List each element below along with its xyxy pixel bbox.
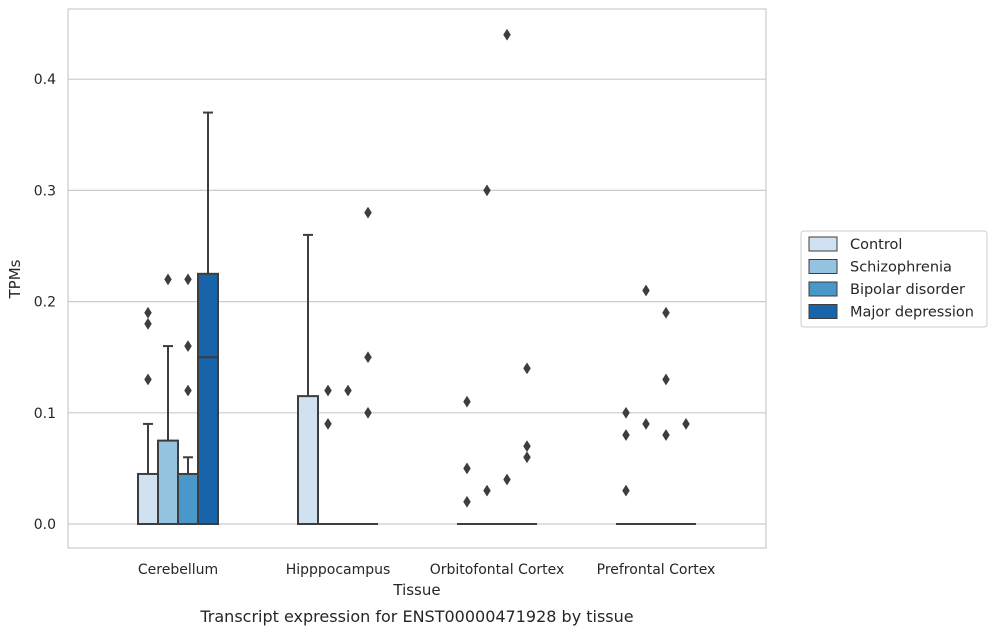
y-axis-title: TPMs bbox=[6, 259, 24, 299]
legend-label: Control bbox=[850, 237, 902, 253]
box-plot-series bbox=[137, 28, 696, 526]
outlier-point bbox=[662, 429, 670, 442]
legend-frame bbox=[800, 230, 988, 328]
y-tick-label: 0.0 bbox=[34, 517, 56, 533]
box bbox=[197, 272, 219, 525]
outlier-point bbox=[164, 273, 172, 286]
outlier-point bbox=[662, 306, 670, 319]
legend-label: Bipolar disorder bbox=[850, 282, 965, 298]
series-major-depression bbox=[197, 111, 696, 525]
outlier-point bbox=[184, 340, 192, 353]
series-schizophrenia bbox=[157, 184, 656, 526]
outlier-point bbox=[523, 451, 531, 464]
outlier-point bbox=[483, 484, 491, 497]
y-tick-label: 0.1 bbox=[34, 406, 56, 422]
outlier-point bbox=[503, 473, 511, 486]
outlier-point bbox=[523, 440, 531, 453]
outlier-point bbox=[682, 417, 690, 430]
outlier-point bbox=[324, 417, 332, 430]
legend-swatch bbox=[808, 236, 838, 252]
outlier-point bbox=[523, 362, 531, 375]
outlier-point bbox=[483, 184, 491, 197]
x-tick-label: Hipppocampus bbox=[286, 562, 391, 578]
outlier-point bbox=[184, 384, 192, 397]
series-bipolar-disorder bbox=[177, 28, 676, 525]
y-tick-label: 0.4 bbox=[34, 72, 56, 88]
x-tick-label: Orbitofontal Cortex bbox=[430, 562, 565, 578]
outlier-point bbox=[463, 462, 471, 475]
outlier-point bbox=[144, 306, 152, 319]
y-tick-label: 0.3 bbox=[34, 183, 56, 199]
outlier-point bbox=[642, 284, 650, 297]
x-axis-title: Tissue bbox=[392, 581, 440, 599]
y-tick-labels: 0.0 0.1 0.2 0.3 0.4 bbox=[34, 72, 56, 533]
plot-frame bbox=[67, 8, 767, 549]
outlier-point bbox=[463, 395, 471, 408]
x-tick-label: Prefrontal Cortex bbox=[597, 562, 716, 578]
outlier-point bbox=[184, 273, 192, 286]
outlier-point bbox=[463, 495, 471, 508]
y-tick-label: 0.2 bbox=[34, 295, 56, 311]
legend-label: Schizophrenia bbox=[850, 260, 952, 276]
legend-swatch bbox=[808, 281, 838, 297]
outlier-point bbox=[324, 384, 332, 397]
outlier-point bbox=[364, 351, 372, 364]
outlier-point bbox=[364, 406, 372, 419]
outlier-point bbox=[622, 406, 630, 419]
box bbox=[177, 472, 199, 525]
legend: Control Schizophrenia Bipolar disorder Majo… bbox=[800, 230, 988, 328]
x-tick-labels: Cerebellum Hipppocampus Orbitofontal Corte… bbox=[138, 562, 715, 578]
outlier-point bbox=[144, 373, 152, 386]
box bbox=[137, 472, 159, 525]
outlier-point bbox=[642, 417, 650, 430]
x-tick-label: Cerebellum bbox=[138, 562, 218, 578]
outlier-point bbox=[344, 384, 352, 397]
outlier-point bbox=[622, 484, 630, 497]
outlier-point bbox=[144, 317, 152, 330]
outlier-point bbox=[662, 373, 670, 386]
outlier-point bbox=[622, 429, 630, 442]
legend-label: Major depression bbox=[850, 305, 974, 321]
outlier-point bbox=[503, 28, 511, 41]
chart-caption: Transcript expression for ENST0000047192… bbox=[199, 607, 633, 626]
series-control bbox=[137, 233, 636, 525]
box bbox=[297, 395, 319, 525]
legend-swatch bbox=[808, 304, 838, 319]
legend-swatch bbox=[808, 259, 838, 274]
outlier-point bbox=[364, 206, 372, 219]
box bbox=[157, 439, 179, 526]
